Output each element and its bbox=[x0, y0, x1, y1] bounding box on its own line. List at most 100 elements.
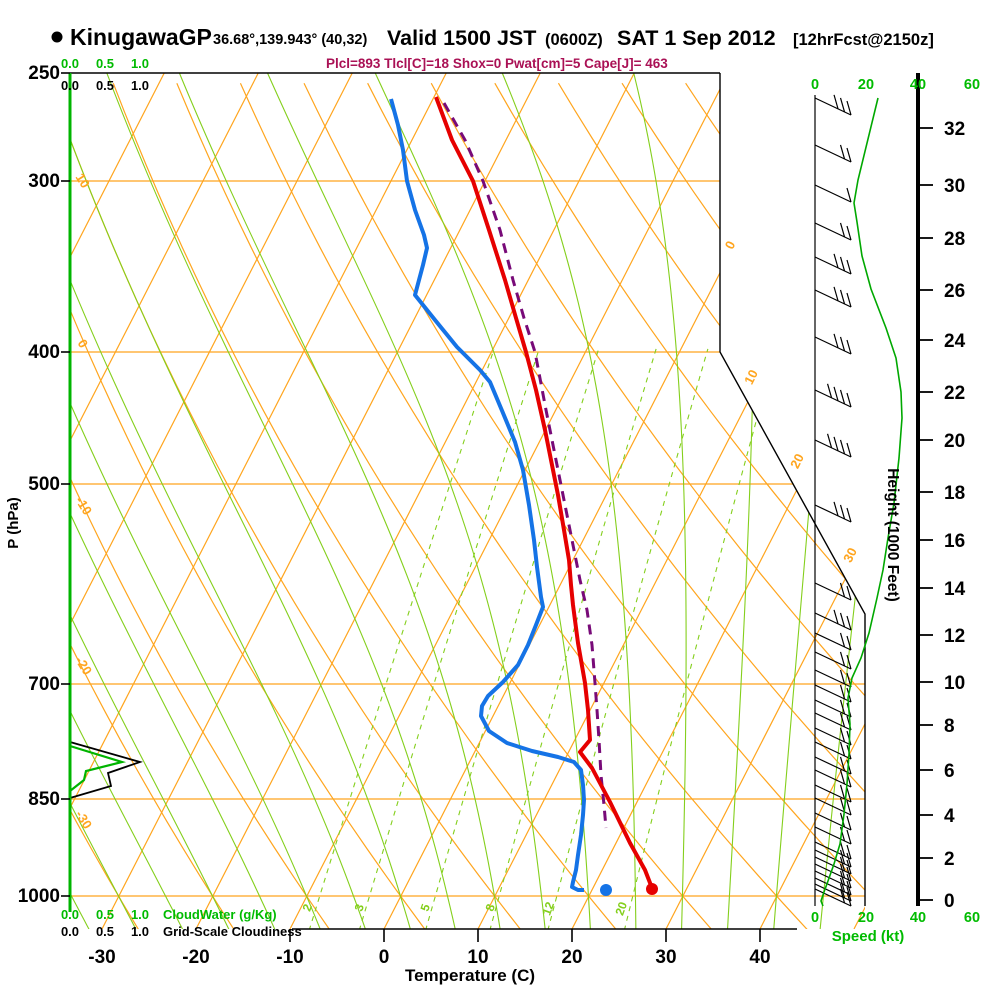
wind-barb bbox=[814, 383, 852, 408]
height-tick-label: 24 bbox=[944, 331, 966, 352]
isotherm-line bbox=[571, 73, 865, 929]
dry-adiabat-line bbox=[557, 82, 865, 929]
cloudwater-scale-bottom: 1.0 bbox=[131, 907, 149, 922]
speed-scale-bottom-label: 0 bbox=[811, 910, 819, 926]
dry-adiabat-line bbox=[112, 82, 618, 929]
height-tick-label: 14 bbox=[944, 579, 966, 600]
moist-adiabat-line bbox=[175, 73, 502, 929]
moist-adiabat-line bbox=[70, 73, 367, 929]
wind-barb bbox=[814, 877, 852, 896]
cloudwater-scale-bottom: 0.0 bbox=[61, 907, 79, 922]
wind-barb bbox=[814, 849, 852, 868]
temperature-tick-label: 0 bbox=[379, 947, 390, 968]
pressure-tick-label: 700 bbox=[28, 674, 60, 695]
mixing-ratio-line bbox=[424, 348, 600, 929]
pressure-tick-label: 500 bbox=[28, 474, 60, 495]
station-name: KinugawaGP bbox=[70, 24, 212, 50]
height-tick-label: 26 bbox=[944, 281, 965, 302]
height-tick-label: 16 bbox=[944, 531, 965, 552]
temperature-tick-label: 10 bbox=[467, 947, 488, 968]
cloudiness-scale-top: 0.0 bbox=[61, 78, 79, 93]
height-tick-label: 6 bbox=[944, 761, 955, 782]
isotherm-label: 20 bbox=[787, 451, 807, 471]
valid-time: Valid 1500 JST bbox=[387, 26, 536, 50]
wind-barb bbox=[814, 286, 852, 308]
dry-adiabat-line bbox=[494, 82, 865, 929]
speed-scale-top-label: 40 bbox=[910, 77, 926, 93]
forecast-tag: [12hrFcst@2150z] bbox=[793, 31, 934, 49]
wind-panel bbox=[814, 73, 933, 907]
bullet-icon bbox=[51, 31, 63, 43]
wind-barb bbox=[814, 883, 852, 902]
dry-adiabat-line bbox=[70, 83, 331, 929]
isotherm-line bbox=[70, 73, 165, 929]
dry-adiabat-line bbox=[685, 82, 865, 929]
height-tick-label: 4 bbox=[944, 806, 955, 827]
temperature-tick-label: 40 bbox=[749, 947, 770, 968]
height-tick-label: 18 bbox=[944, 483, 965, 504]
mixing-ratio-label: 8 bbox=[483, 902, 499, 913]
cloudiness-scale-bottom: 0.0 bbox=[61, 924, 79, 939]
wind-barb bbox=[814, 769, 852, 788]
mixing-ratio-line bbox=[623, 348, 777, 929]
moist-adiabat-line bbox=[263, 73, 546, 929]
temperature-tick-label: -30 bbox=[88, 947, 115, 968]
surface-dewpoint-dot bbox=[600, 884, 612, 896]
moist-adiabat-line bbox=[70, 73, 138, 929]
speed-scale-bottom-label: 20 bbox=[858, 910, 874, 926]
speed-scale-top-label: 20 bbox=[858, 77, 874, 93]
surface-temperature-dot bbox=[646, 883, 658, 895]
plot-right-border bbox=[719, 73, 866, 906]
cloudiness-profile bbox=[69, 741, 143, 799]
cloudiness-label: Grid-Scale Cloudiness bbox=[163, 924, 302, 939]
isotherm-line bbox=[70, 73, 259, 929]
cloudwater-label: CloudWater (g/Kg) bbox=[163, 907, 277, 922]
height-axis-label: Height (1000 Feet) bbox=[884, 468, 901, 602]
wind-barb bbox=[814, 184, 852, 203]
temperature-tick-label: 20 bbox=[561, 947, 582, 968]
pressure-tick-label: 1000 bbox=[18, 886, 60, 907]
mixing-ratio-line bbox=[489, 348, 657, 929]
cloudiness-scale-top: 0.5 bbox=[96, 78, 114, 93]
cloudwater-scale-top: 0.5 bbox=[96, 56, 114, 71]
isotherm-line bbox=[289, 73, 729, 929]
temperature-tick-label: 30 bbox=[655, 947, 676, 968]
wind-barb bbox=[814, 433, 852, 458]
cloudiness-scale-top: 1.0 bbox=[131, 78, 149, 93]
stability-params: Plcl=893 Tlcl[C]=18 Shox=0 Pwat[cm]=5 Ca… bbox=[326, 56, 668, 71]
isotherm-line bbox=[759, 73, 865, 929]
adiabat-label: -10 bbox=[72, 494, 95, 518]
wind-barb bbox=[814, 699, 852, 718]
wind-barb bbox=[814, 632, 852, 651]
wind-barb bbox=[814, 501, 852, 523]
cloudwater-scale-bottom: 0.5 bbox=[96, 907, 114, 922]
wind-barb bbox=[814, 94, 852, 116]
isotherm-line bbox=[195, 73, 635, 929]
wind-barb bbox=[814, 333, 852, 355]
height-tick-label: 32 bbox=[944, 119, 965, 140]
isotherm-label: 10 bbox=[741, 367, 761, 387]
wind-barb bbox=[814, 812, 852, 831]
pressure-tick-label: 850 bbox=[28, 789, 60, 810]
dry-adiabat-line bbox=[70, 83, 427, 929]
dry-adiabat-line bbox=[303, 82, 865, 929]
adiabat-label: -30 bbox=[72, 808, 95, 832]
height-tick-label: 30 bbox=[944, 176, 965, 197]
wind-barb bbox=[814, 841, 852, 860]
isotherm-line bbox=[101, 73, 541, 929]
cloudwater-profile bbox=[69, 744, 127, 792]
isotherm-line bbox=[70, 73, 447, 929]
wind-barb bbox=[814, 222, 852, 241]
valid-date: SAT 1 Sep 2012 bbox=[617, 26, 776, 50]
cloudiness-scale-bottom: 1.0 bbox=[131, 924, 149, 939]
pressure-tick-label: 400 bbox=[28, 342, 60, 363]
parcel-curve bbox=[442, 102, 608, 829]
adiabat-label: 0 bbox=[75, 337, 92, 351]
height-tick-label: 20 bbox=[944, 431, 965, 452]
mixing-ratio-line bbox=[358, 348, 540, 929]
height-tick-label: 28 bbox=[944, 229, 965, 250]
wind-barb bbox=[814, 144, 852, 163]
adiabat-label: -20 bbox=[72, 654, 95, 678]
